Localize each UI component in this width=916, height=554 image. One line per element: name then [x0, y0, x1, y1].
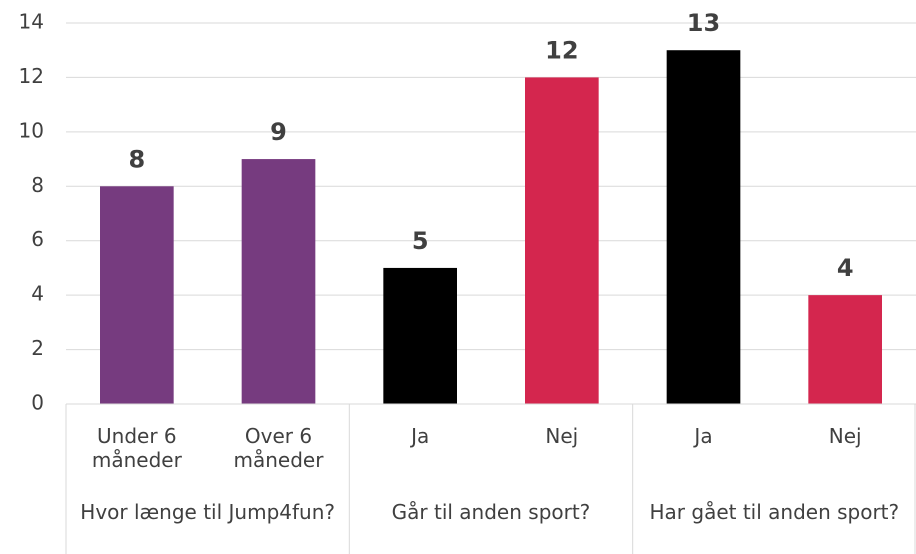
y-tick-label: 10 — [19, 118, 44, 142]
data-label: 13 — [687, 9, 720, 37]
bar — [383, 267, 457, 404]
x-tick-label: Ja — [694, 424, 713, 448]
y-tick-label: 14 — [19, 10, 44, 34]
x-tick-label: Nej — [545, 424, 579, 448]
data-label: 9 — [270, 118, 287, 146]
x-tick-label: Over 6 måneder — [233, 424, 324, 472]
bar — [666, 50, 741, 404]
group-label: Hvor længe til Jump4fun? — [80, 500, 336, 524]
data-label: 5 — [412, 227, 429, 255]
data-label: 8 — [128, 145, 145, 173]
bar — [241, 159, 316, 404]
y-tick-label: 8 — [31, 173, 44, 197]
group-label: Går til anden sport? — [391, 500, 591, 524]
y-tick-label: 2 — [31, 336, 44, 360]
group-label: Har gået til anden sport? — [649, 500, 900, 524]
y-tick-label: 0 — [31, 391, 44, 415]
x-tick-label: Nej — [828, 424, 862, 448]
x-tick-label: Ja — [411, 424, 430, 448]
data-label: 4 — [837, 254, 854, 282]
bar — [525, 77, 599, 404]
data-label: 12 — [545, 36, 578, 64]
y-tick-label: 6 — [31, 227, 44, 251]
bar — [808, 295, 882, 404]
x-tick-label: Under 6 måneder — [91, 424, 182, 472]
y-tick-label: 4 — [31, 282, 44, 306]
y-tick-label: 12 — [19, 64, 44, 88]
bar — [100, 186, 174, 404]
